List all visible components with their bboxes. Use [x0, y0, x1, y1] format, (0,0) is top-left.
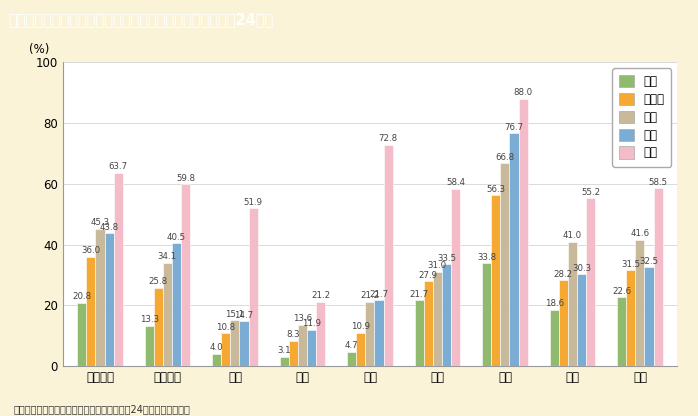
Bar — [212, 354, 221, 366]
Text: 34.1: 34.1 — [158, 252, 177, 261]
Bar — [653, 188, 662, 366]
Bar — [635, 240, 644, 366]
Text: 30.3: 30.3 — [572, 264, 591, 272]
Text: (%): (%) — [29, 43, 50, 56]
Text: 58.4: 58.4 — [446, 178, 466, 187]
Bar — [356, 333, 365, 366]
Bar — [181, 184, 191, 366]
Text: 18.6: 18.6 — [544, 299, 564, 308]
Text: 21.2: 21.2 — [360, 291, 380, 300]
Text: 8.3: 8.3 — [286, 330, 300, 339]
Text: 10.9: 10.9 — [351, 322, 371, 332]
Text: 10.8: 10.8 — [216, 323, 235, 332]
Bar — [482, 263, 491, 366]
Bar — [105, 233, 114, 366]
Bar — [280, 357, 289, 366]
Bar — [87, 257, 96, 366]
Bar — [577, 274, 586, 366]
Bar — [519, 99, 528, 366]
Text: 21.7: 21.7 — [369, 290, 389, 299]
Bar — [568, 242, 577, 366]
Bar — [375, 300, 384, 366]
Text: 36.0: 36.0 — [81, 246, 101, 255]
Text: 14.7: 14.7 — [235, 311, 253, 320]
Text: 4.0: 4.0 — [210, 344, 223, 352]
Bar — [451, 189, 460, 366]
Text: 66.8: 66.8 — [496, 153, 514, 162]
Bar — [433, 272, 442, 366]
Bar — [163, 262, 172, 366]
Bar — [96, 228, 105, 366]
Bar — [114, 173, 123, 366]
Bar — [230, 320, 239, 366]
Bar — [347, 352, 356, 366]
Text: 11.9: 11.9 — [302, 319, 321, 328]
Text: 63.7: 63.7 — [109, 162, 128, 171]
Bar — [248, 208, 258, 366]
Text: 72.8: 72.8 — [378, 134, 398, 144]
Text: 59.8: 59.8 — [176, 174, 195, 183]
Text: 58.5: 58.5 — [648, 178, 668, 187]
Text: 31.0: 31.0 — [428, 261, 447, 270]
Text: 45.3: 45.3 — [90, 218, 110, 227]
Text: 27.9: 27.9 — [419, 271, 438, 280]
Bar — [644, 267, 653, 366]
Bar — [626, 270, 635, 366]
Legend: 教授, 准教授, 講師, 助教, 助手: 教授, 准教授, 講師, 助教, 助手 — [612, 68, 671, 166]
Text: 13.6: 13.6 — [293, 314, 312, 323]
Bar — [491, 195, 500, 366]
Bar — [172, 243, 181, 366]
Bar — [415, 300, 424, 366]
Bar — [221, 333, 230, 366]
Text: 56.3: 56.3 — [487, 185, 505, 193]
Bar — [316, 302, 325, 366]
Bar — [239, 322, 248, 366]
Text: 51.9: 51.9 — [244, 198, 262, 207]
Bar — [144, 326, 154, 366]
Text: 15.1: 15.1 — [225, 310, 244, 319]
Text: 33.8: 33.8 — [477, 253, 496, 262]
Text: 21.2: 21.2 — [311, 291, 330, 300]
Text: 55.2: 55.2 — [581, 188, 600, 197]
Text: 41.0: 41.0 — [563, 231, 582, 240]
Bar — [500, 163, 510, 366]
Bar — [307, 330, 316, 366]
Text: 25.8: 25.8 — [149, 277, 168, 286]
Bar — [559, 280, 568, 366]
Text: 28.2: 28.2 — [554, 270, 573, 279]
Text: 41.6: 41.6 — [630, 229, 650, 238]
Text: （備考）文部科学省「学校基本調査」（平成24年度）より作成。: （備考）文部科学省「学校基本調査」（平成24年度）より作成。 — [14, 404, 191, 414]
Bar — [289, 341, 298, 366]
Bar — [365, 302, 375, 366]
Text: 31.5: 31.5 — [621, 260, 640, 269]
Bar — [617, 297, 626, 366]
Text: 22.6: 22.6 — [612, 287, 631, 296]
Text: 32.5: 32.5 — [639, 257, 659, 266]
Text: 43.8: 43.8 — [100, 223, 119, 232]
Text: 3.1: 3.1 — [277, 346, 291, 355]
Bar — [549, 310, 559, 366]
Text: 13.3: 13.3 — [140, 315, 158, 324]
Text: 20.8: 20.8 — [72, 292, 91, 302]
Text: 40.5: 40.5 — [167, 233, 186, 242]
Text: 88.0: 88.0 — [514, 88, 533, 97]
Text: 21.7: 21.7 — [410, 290, 429, 299]
Text: 4.7: 4.7 — [345, 341, 359, 350]
Bar — [586, 198, 595, 366]
Bar — [384, 145, 393, 366]
Text: 第１－７－６図　大学教員における分野別女性割合（平成24年）: 第１－７－６図 大学教員における分野別女性割合（平成24年） — [8, 12, 274, 27]
Bar — [510, 133, 519, 366]
Text: 76.7: 76.7 — [505, 123, 524, 131]
Text: 33.5: 33.5 — [437, 254, 456, 263]
Bar — [298, 325, 307, 366]
Bar — [424, 281, 433, 366]
Bar — [77, 303, 87, 366]
Bar — [442, 264, 451, 366]
Bar — [154, 288, 163, 366]
